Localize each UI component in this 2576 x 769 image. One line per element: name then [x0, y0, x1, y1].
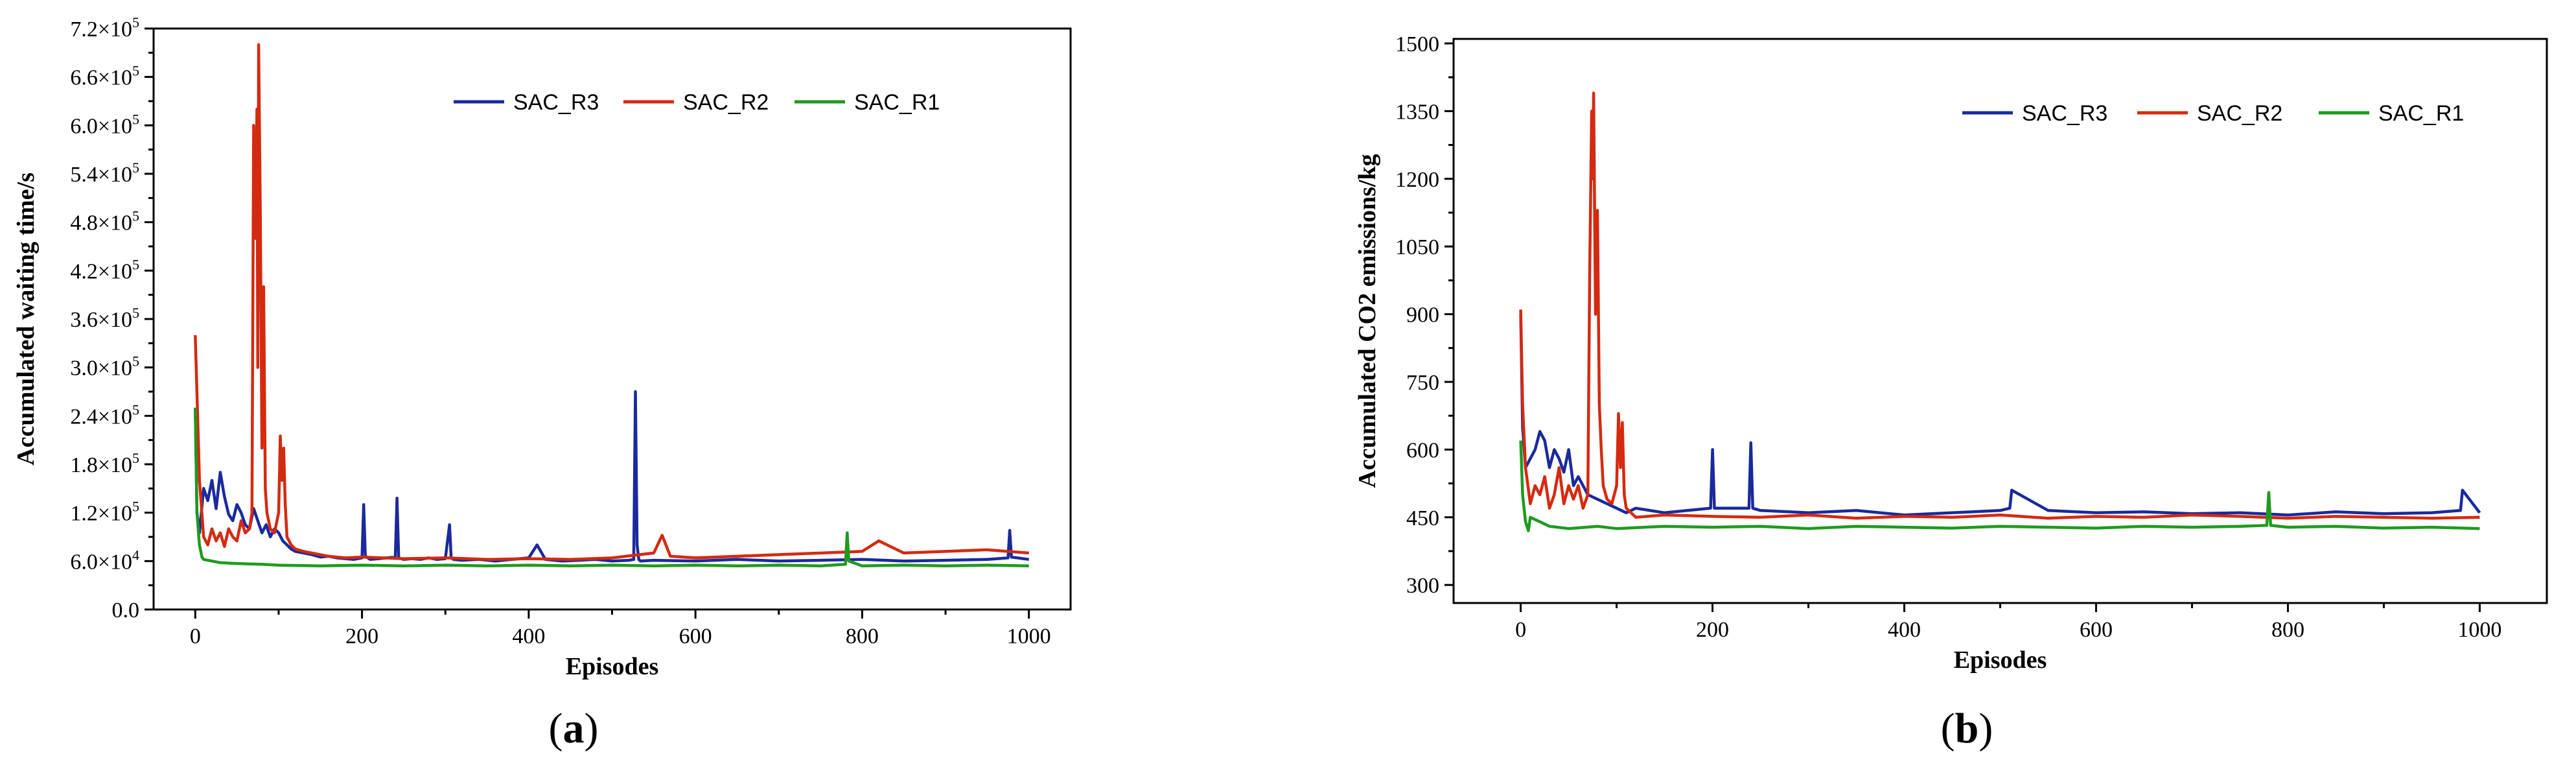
x-tick-label: 0: [190, 624, 201, 648]
x-tick-label: 400: [512, 624, 545, 648]
x-tick-label: 1000: [2457, 618, 2501, 642]
y-axis-label: Accumulated CO2 emissions/kg: [1354, 154, 1381, 488]
y-tick-label: 600: [1406, 438, 1439, 462]
y-tick-label: 4.2×105: [70, 256, 139, 283]
chart-panel-a: 0 200 400 600 800 1000 0.0 6.0×104 1.2×105 1.8×10…: [12, 14, 1072, 752]
x-tick-label: 1000: [1007, 624, 1051, 648]
y-axis-label: Accumulated waiting time/s: [12, 172, 40, 466]
legend-label: SAC_R1: [854, 90, 940, 115]
series-line-sac-r3: [1519, 314, 2481, 517]
y-tick-label: 5.4×105: [70, 160, 139, 187]
y-tick-label: 450: [1406, 506, 1439, 530]
y-tick-label: 6.0×104: [70, 547, 139, 574]
legend-label: SAC_R2: [683, 90, 769, 115]
y-tick-label: 6.6×105: [70, 63, 139, 90]
legend-label: SAC_R3: [513, 90, 599, 115]
y-tick-label: 3.6×105: [70, 305, 139, 332]
panel-label: (a): [549, 705, 599, 752]
y-tick-label: 1050: [1395, 235, 1439, 259]
y-tick-label: 750: [1406, 371, 1439, 395]
legend: SAC_R3 SAC_R2 SAC_R1: [1962, 101, 2464, 126]
x-tick-label: 0: [1515, 618, 1526, 642]
plot-area: [1519, 91, 2481, 532]
series-line-sac-r3: [194, 390, 1030, 563]
y-tick-label: 1.8×105: [70, 450, 139, 477]
y-tick-label: 2.4×105: [70, 401, 139, 429]
x-tick-label: 600: [679, 624, 712, 648]
legend-label: SAC_R2: [2197, 101, 2282, 126]
series-line-sac-r1: [1519, 440, 2480, 532]
series-line-sac-r2: [1519, 91, 2480, 520]
legend-label: SAC_R3: [2022, 101, 2107, 126]
x-tick-label: 200: [345, 624, 378, 648]
x-tick-label: 800: [846, 624, 879, 648]
y-tick-label: 300: [1406, 574, 1439, 598]
series-line-sac-r2: [194, 43, 1029, 562]
y-tick-label: 1200: [1395, 168, 1439, 192]
y-tick-label: 1350: [1395, 100, 1439, 124]
y-tick-label: 4.8×105: [70, 208, 139, 235]
y-tick-label: 6.0×105: [70, 111, 139, 138]
panel-label: (b): [1941, 705, 1993, 752]
y-tick-label: 900: [1406, 303, 1439, 327]
y-tick-label: 3.0×105: [70, 353, 139, 381]
y-tick-label: 1500: [1395, 32, 1439, 56]
plot-area: [194, 43, 1030, 568]
chart-panel-b: 0 200 400 600 800 1000 300 450 600 750 900 1050 1200…: [1354, 32, 2548, 752]
x-axis-label: Episodes: [566, 653, 659, 680]
x-axis-label: Episodes: [1954, 646, 2047, 674]
y-tick-label: 7.2×105: [70, 14, 139, 41]
x-tick-label: 800: [2271, 618, 2304, 642]
legend: SAC_R3 SAC_R2 SAC_R1: [454, 90, 940, 115]
plot-frame: [152, 27, 1072, 611]
x-tick-label: 600: [2080, 618, 2113, 642]
y-tick-label: 0.0: [112, 598, 140, 622]
x-tick-label: 200: [1696, 618, 1729, 642]
series-line-sac-r1: [194, 407, 1029, 568]
legend-label: SAC_R1: [2378, 101, 2464, 126]
x-tick-label: 400: [1888, 618, 1921, 642]
y-tick-label: 1.2×105: [70, 499, 139, 526]
